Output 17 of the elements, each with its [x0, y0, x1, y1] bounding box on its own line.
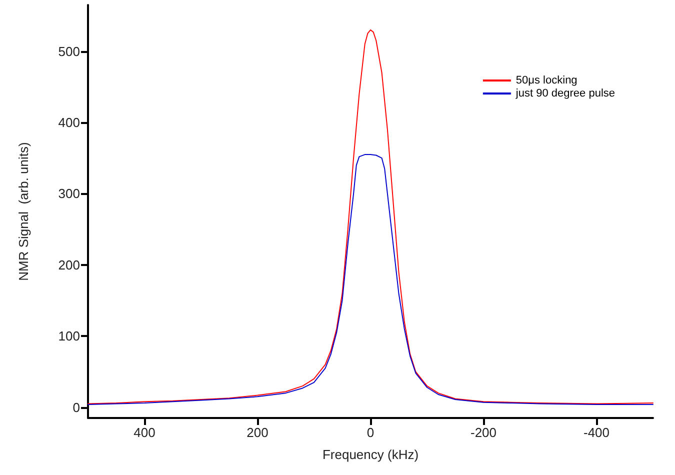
- x-tick-label: 400: [134, 425, 156, 440]
- legend-label: 50μs locking: [516, 74, 578, 86]
- line-series: [88, 29, 654, 404]
- y-tick-label: 200: [58, 257, 80, 272]
- y-axis-title: NMR Signal (arb. units): [16, 142, 31, 281]
- y-tick-label: 400: [58, 114, 80, 130]
- x-tick-label: -200: [470, 425, 497, 440]
- y-tick-label: 300: [58, 186, 80, 202]
- x-tick-label: 0: [366, 425, 374, 440]
- x-axis-title: Frequency (kHz): [322, 447, 419, 462]
- y-tick-label: 500: [58, 44, 80, 59]
- y-tick-label: 100: [58, 328, 80, 344]
- y-tick-label: 0: [72, 400, 80, 415]
- legend-label: just 90 degree pulse: [514, 88, 616, 100]
- x-tick-label: -400: [583, 425, 610, 440]
- line-series: [88, 154, 654, 405]
- x-tick-label: 200: [246, 425, 268, 440]
